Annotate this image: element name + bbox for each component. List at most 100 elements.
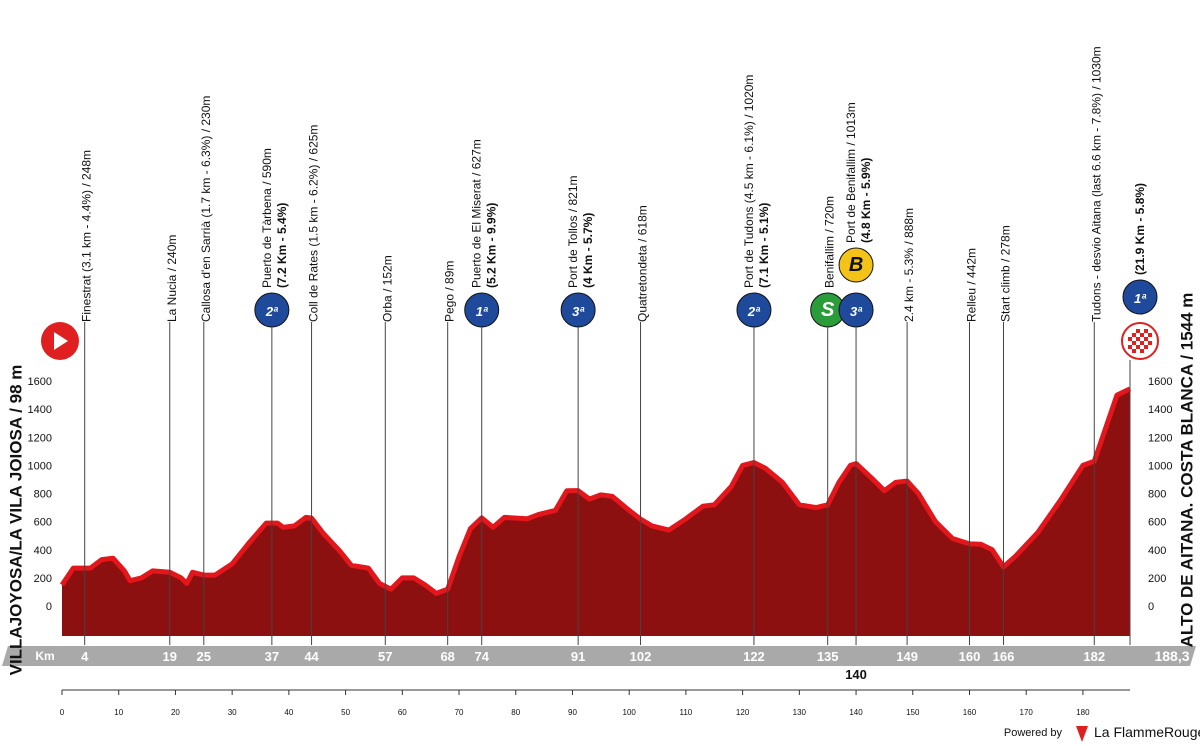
finish-check xyxy=(1136,337,1140,341)
x-tick-label: 30 xyxy=(228,708,237,717)
y-tick-label-right: 200 xyxy=(1148,573,1166,585)
profile-area xyxy=(62,388,1130,636)
climb-badge-text: 1ª xyxy=(1134,291,1147,306)
km-label: Km xyxy=(35,649,54,663)
x-tick-label: 100 xyxy=(623,708,637,717)
x-tick-label: 60 xyxy=(398,708,407,717)
climb-detail: (4.8 Km - 5.9%) xyxy=(859,158,873,243)
y-tick-label: 1400 xyxy=(28,404,52,416)
profile-edge xyxy=(59,386,1132,596)
finish-label: ALTO DE AITANA. COSTA BLANCA / 1544 m xyxy=(1178,293,1197,648)
waypoint-km: 4 xyxy=(81,649,89,664)
waypoint-km: 102 xyxy=(630,649,652,664)
finish-check xyxy=(1132,333,1136,337)
finish-icon xyxy=(1121,322,1159,360)
waypoint-km: 182 xyxy=(1083,649,1105,664)
x-tick-label: 170 xyxy=(1020,708,1034,717)
x-tick-label: 80 xyxy=(511,708,520,717)
climb-badge-text: 3ª xyxy=(850,304,863,319)
x-tick-label: 40 xyxy=(284,708,293,717)
waypoint-name: Finestrat (3.1 km - 4.4%) / 248m xyxy=(80,150,94,322)
waypoint-name: Pego / 89m xyxy=(443,261,457,322)
waypoint-name: Port de Tollos / 821m xyxy=(566,175,580,288)
waypoint-name: La Nucia / 240m xyxy=(165,235,179,322)
waypoint-km: 74 xyxy=(474,649,489,664)
x-tick-label: 150 xyxy=(906,708,920,717)
x-tick-label: 70 xyxy=(455,708,464,717)
y-tick-label: 400 xyxy=(34,545,52,557)
x-tick-label: 140 xyxy=(849,708,863,717)
finish-check xyxy=(1140,349,1144,353)
climb-badge xyxy=(1122,279,1158,315)
y-tick-label-right: 0 xyxy=(1148,601,1154,613)
finish-check xyxy=(1140,333,1144,337)
y-tick-label: 800 xyxy=(34,489,52,501)
waypoint-name: Port de Tudons (4.5 km - 6.1%) / 1020m xyxy=(742,75,756,288)
x-tick-label: 0 xyxy=(60,708,65,717)
waypoint-km: 37 xyxy=(265,649,279,664)
brand: La FlammeRouge xyxy=(1094,724,1200,740)
climb-badge-text: 2ª xyxy=(747,304,761,319)
waypoint-km: 160 xyxy=(959,649,981,664)
waypoint-km: 140 xyxy=(845,667,867,682)
climb-detail: (4 Km - 5.7%) xyxy=(581,213,595,288)
bonus-badge xyxy=(838,247,874,283)
finish-check xyxy=(1148,333,1152,337)
x-tick-label: 130 xyxy=(793,708,807,717)
x-tick-label: 20 xyxy=(171,708,180,717)
climb-badge-text: 3ª xyxy=(572,304,585,319)
finish-check xyxy=(1144,337,1148,341)
y-tick-label: 1000 xyxy=(28,460,52,472)
waypoint-name: 2.4 km - 5.3% / 888m xyxy=(902,208,916,322)
finish-check xyxy=(1140,341,1144,345)
y-tick-label-right: 800 xyxy=(1148,489,1166,501)
y-tick-label-right: 1400 xyxy=(1148,404,1172,416)
y-tick-label: 600 xyxy=(34,517,52,529)
x-tick-label: 180 xyxy=(1076,708,1090,717)
start-arrow xyxy=(54,332,68,350)
x-tick-label: 160 xyxy=(963,708,977,717)
waypoint-name: Puerto de El Miserat / 627m xyxy=(470,139,484,288)
waypoint-name: Coll de Rates (1.5 km - 6.2%) / 625m xyxy=(307,125,321,322)
climb-detail: (5.2 Km - 9.9%) xyxy=(485,203,499,288)
waypoint-km: 68 xyxy=(440,649,454,664)
waypoint-km: 166 xyxy=(993,649,1015,664)
waypoint-km: 44 xyxy=(304,649,319,664)
waypoint-name: Relleu / 442m xyxy=(964,248,978,322)
waypoint-name: Benifallim / 720m xyxy=(823,196,837,288)
y-tick-label-right: 400 xyxy=(1148,545,1166,557)
y-tick-label: 200 xyxy=(34,573,52,585)
powered-by: Powered by xyxy=(1004,727,1063,739)
x-tick-label: 10 xyxy=(114,708,123,717)
finish-check xyxy=(1144,345,1148,349)
climb-detail: (7.1 Km - 5.1%) xyxy=(757,203,771,288)
waypoint-name: Quatretondeta / 618m xyxy=(636,205,650,322)
finish-check xyxy=(1132,341,1136,345)
y-tick-label-right: 600 xyxy=(1148,517,1166,529)
km-bar xyxy=(2,646,1196,666)
x-tick-label: 120 xyxy=(736,708,750,717)
x-tick-label: 50 xyxy=(341,708,350,717)
waypoint-km: 91 xyxy=(571,649,585,664)
finish-check xyxy=(1128,345,1132,349)
y-tick-label-right: 1200 xyxy=(1148,432,1172,444)
y-tick-label: 0 xyxy=(46,601,52,613)
waypoint-km: 25 xyxy=(197,649,211,664)
finish-check xyxy=(1132,349,1136,353)
climb-badge-text: 2ª xyxy=(265,304,279,319)
x-tick-label: 90 xyxy=(568,708,577,717)
y-tick-label: 1600 xyxy=(28,376,52,388)
waypoint-km: 149 xyxy=(896,649,918,664)
climb-badge-text: 1ª xyxy=(476,304,489,319)
waypoint-km: 57 xyxy=(378,649,392,664)
waypoint-name: Orba / 152m xyxy=(380,255,394,322)
waypoint-km: 19 xyxy=(163,649,177,664)
climb-detail: (21.9 Km - 5.8%) xyxy=(1133,183,1147,275)
waypoint-name: Puerto de Tàrbena / 590m xyxy=(260,148,274,288)
start-label: VILLAJOYOSA/LA VILA JOIOSA / 98 m xyxy=(7,365,26,676)
waypoint-name: Start climb / 278m xyxy=(999,225,1013,322)
x-tick-label: 110 xyxy=(680,708,693,717)
finish-check xyxy=(1136,345,1140,349)
finish-check xyxy=(1144,329,1148,333)
